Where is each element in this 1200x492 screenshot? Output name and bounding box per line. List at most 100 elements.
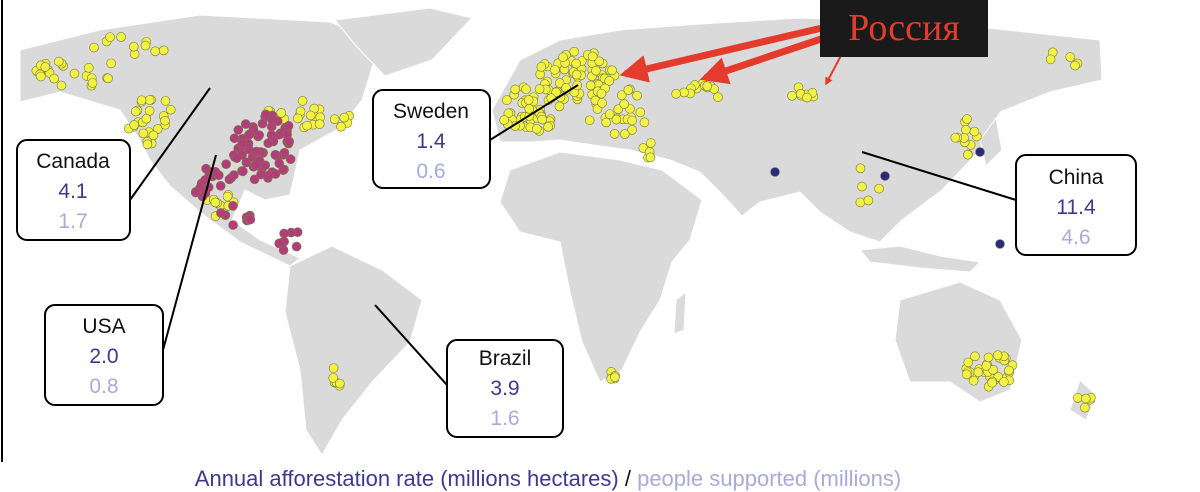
site-dot [292,113,303,124]
site-dot [224,174,235,185]
site-dot [604,109,615,119]
country-name: Sweden [393,100,469,123]
site-dot [249,174,260,185]
leader-line [129,87,211,201]
site-dot [140,40,151,51]
site-dot [523,95,534,105]
site-dot [645,152,656,163]
site-dot [336,121,346,132]
callout-box [446,339,564,438]
site-dot [983,352,994,363]
site-dot [148,130,159,141]
site-dot [1070,60,1080,71]
site-dot [857,181,867,192]
site-dot [136,95,147,106]
site-dot [228,201,238,211]
site-dot [571,69,582,80]
site-dot [237,138,247,149]
site-dot [210,197,221,208]
japan [979,116,1003,167]
site-dot [129,120,140,130]
site-dot [635,107,646,118]
caption-people: people supported (millions) [637,466,901,491]
site-dot [543,122,553,132]
site-dot [1081,393,1091,404]
site-dot [238,166,248,177]
site-dot [190,187,201,198]
site-dot [961,369,972,380]
site-dot [510,84,521,95]
site-dot [855,197,866,208]
site-dot [702,81,713,91]
site-dot [616,90,627,101]
site-dot [524,104,535,114]
site-dot [116,32,126,42]
site-dot [329,114,340,125]
site-dot [671,89,681,99]
site-dot [536,62,547,72]
site-dot [632,90,642,101]
site-dot [128,41,139,52]
site-dot [138,128,149,139]
site-dot [713,92,723,102]
site-dot [569,46,579,57]
site-dot [970,351,980,362]
site-dot [279,228,289,239]
site-dot [165,104,176,115]
site-dot [339,112,350,123]
site-dot [297,96,308,106]
russia-label: Россия [848,7,960,49]
site-dot [558,52,568,63]
site-dot [106,58,116,69]
site-dot [623,85,634,95]
site-dot [499,115,510,125]
site-dot [328,363,339,373]
site-dot [531,124,542,134]
site-dot [160,115,170,126]
world-map [19,7,1103,456]
people-value: 0.6 [416,160,445,183]
people-value: 4.6 [1061,226,1090,249]
site-dot [241,157,252,168]
site-dot [240,119,251,129]
leader-line [489,84,579,141]
site-dot [502,95,512,105]
leader-line [162,154,217,351]
south-america [284,245,423,456]
madagascar [673,290,687,335]
site-dot [521,84,531,95]
site-dot [251,146,262,157]
site-dot [787,91,797,101]
site-dot [231,153,242,163]
site-dot [291,241,302,252]
label-box [820,0,988,57]
site-dot [228,220,238,230]
site-dot [981,361,992,371]
site-dot [302,120,312,131]
people-value: 1.6 [490,407,519,430]
site-dot [880,171,890,181]
site-dot [610,372,620,383]
site-dot [1065,52,1076,62]
site-dot [328,373,338,383]
rate-value: 1.4 [416,130,446,153]
site-dot [229,133,240,144]
site-dot [987,377,997,388]
site-dot [863,195,874,206]
site-dot [999,377,1009,387]
site-dot [1045,54,1056,65]
site-dot [802,92,812,103]
site-dot [627,125,637,135]
site-dot [144,95,155,105]
site-dot [260,109,271,120]
caption-separator: / [625,466,632,491]
site-dot [591,65,601,76]
site-dot [597,98,607,108]
site-dot [87,78,98,88]
country-name: Brazil [479,347,532,370]
site-dot [950,132,961,143]
site-dot [130,106,141,117]
site-dot [609,129,620,139]
site-dot [142,139,153,150]
